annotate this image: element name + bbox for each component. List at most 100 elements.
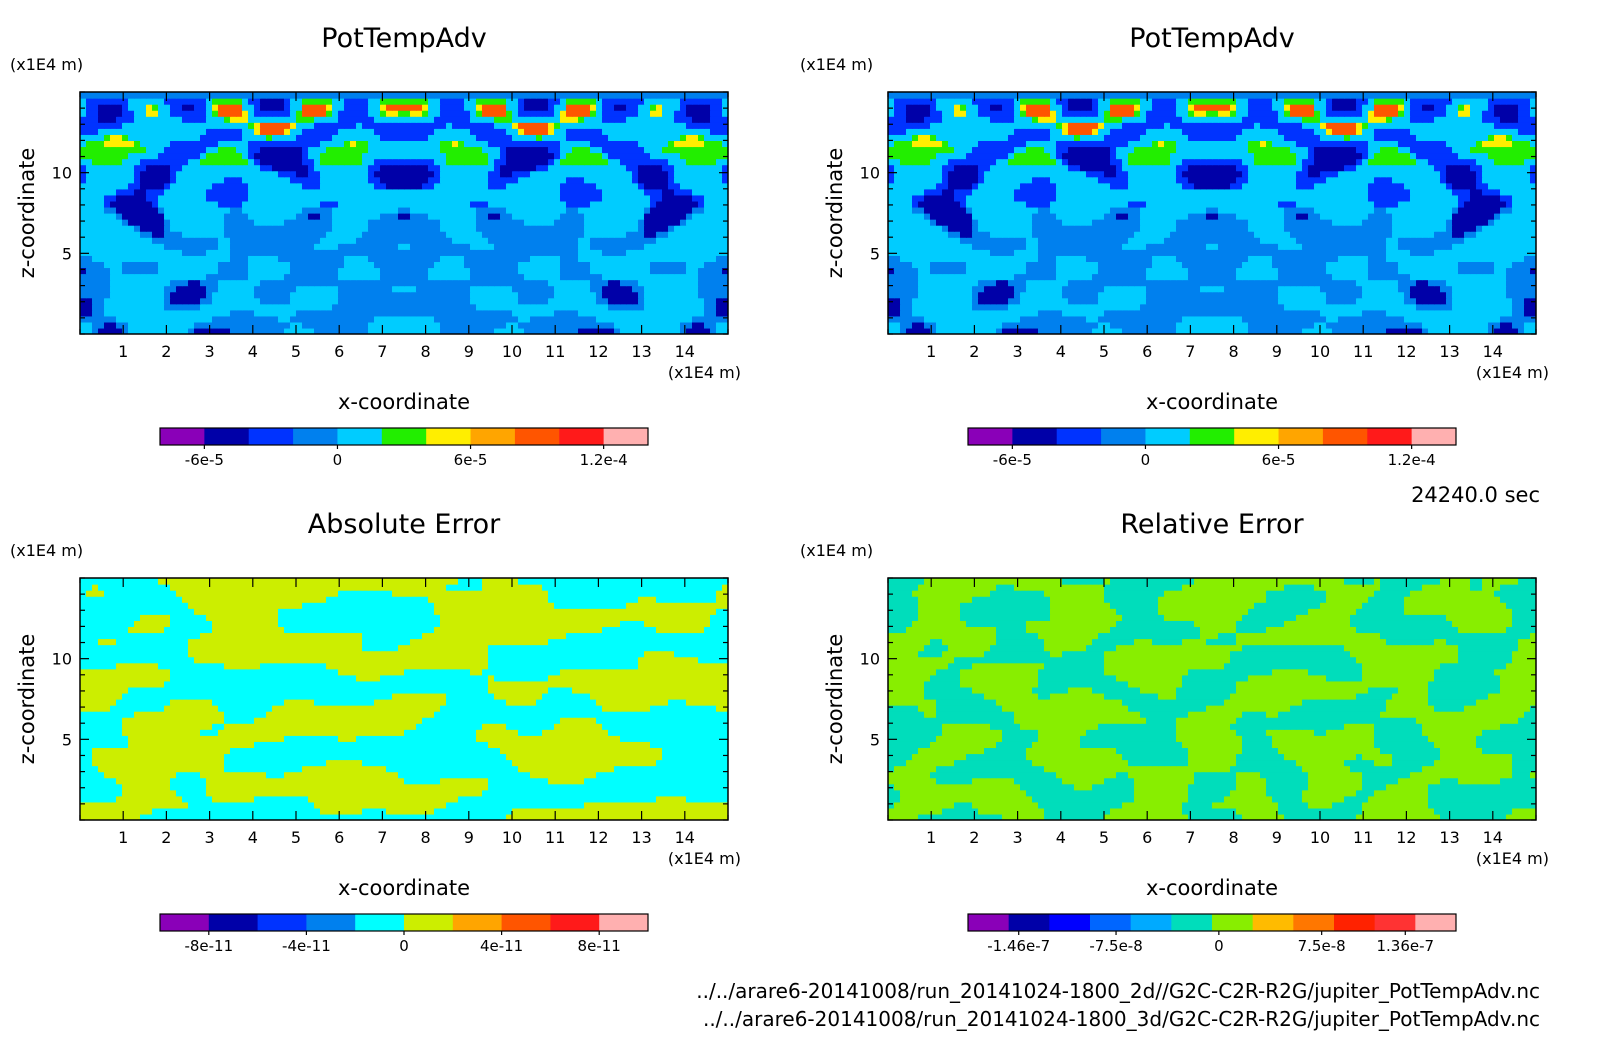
field-cell — [410, 315, 417, 323]
field-cell — [272, 291, 279, 299]
field-cell — [284, 321, 291, 329]
field-cell — [1212, 327, 1219, 334]
field-cell — [284, 158, 291, 166]
field-cell — [560, 122, 567, 129]
field-cell — [674, 182, 681, 190]
field-cell — [536, 327, 543, 334]
field-cell — [254, 267, 261, 275]
field-cell — [530, 176, 537, 184]
field-cell — [476, 303, 483, 311]
field-cell — [212, 255, 219, 262]
field-cell — [722, 291, 728, 299]
field-cell — [482, 146, 489, 154]
field-cell — [458, 243, 465, 250]
field-cell — [1146, 321, 1153, 329]
field-cell — [494, 267, 501, 275]
field-cell — [410, 164, 417, 172]
field-cell — [164, 176, 171, 184]
field-cell — [542, 116, 549, 123]
field-cell — [230, 303, 237, 311]
field-cell — [446, 134, 453, 141]
field-cell — [392, 261, 399, 269]
field-cell — [416, 285, 423, 293]
field-cell — [374, 219, 381, 226]
field-cell — [602, 200, 609, 208]
field-cell — [416, 176, 423, 184]
field-cell — [578, 158, 585, 166]
field-cell — [302, 309, 309, 317]
field-cell — [326, 303, 333, 311]
field-cell — [116, 243, 123, 250]
field-cell — [638, 303, 645, 311]
field-cell — [464, 285, 471, 293]
field-cell — [134, 158, 141, 166]
field-cell — [218, 273, 225, 281]
field-cell — [248, 267, 255, 275]
field-cell — [650, 152, 657, 160]
field-cell — [996, 315, 1003, 323]
field-cell — [1272, 327, 1279, 334]
field-cell — [194, 285, 201, 293]
field-cell — [494, 231, 501, 238]
field-cell — [200, 249, 207, 256]
field-cell — [590, 285, 597, 293]
field-cell — [170, 104, 177, 111]
field-cell — [332, 249, 339, 256]
field-cell — [1206, 321, 1213, 329]
field-cell — [596, 219, 603, 226]
field-cell — [614, 98, 621, 105]
field-cell — [212, 249, 219, 256]
field-cell — [98, 255, 105, 262]
field-cell — [894, 321, 901, 329]
field-cell — [152, 200, 159, 208]
field-cell — [422, 104, 429, 111]
field-cell — [278, 291, 285, 299]
field-cell — [1200, 327, 1207, 334]
field-cell — [434, 273, 441, 281]
field-cell — [440, 279, 447, 287]
field-cell — [644, 315, 651, 323]
field-cell — [326, 321, 333, 329]
field-cell — [188, 285, 195, 293]
field-cell — [260, 128, 267, 135]
field-cell — [692, 140, 699, 148]
field-cell — [524, 92, 531, 99]
field-cell — [260, 231, 267, 238]
field-cell — [110, 140, 117, 148]
field-cell — [716, 231, 723, 238]
field-cell — [716, 164, 723, 172]
field-cell — [608, 213, 615, 220]
field-cell — [206, 261, 213, 269]
field-cell — [626, 98, 633, 105]
field-cell — [482, 309, 489, 317]
field-cell — [326, 225, 333, 232]
field-cell — [152, 291, 159, 299]
field-cell — [644, 249, 651, 256]
field-cell — [698, 98, 705, 105]
field-cell — [260, 170, 267, 178]
field-cell — [170, 297, 177, 305]
field-cell — [386, 219, 393, 226]
field-cell — [242, 225, 249, 232]
field-cell — [524, 273, 531, 281]
field-cell — [194, 237, 201, 244]
field-cell — [254, 206, 261, 214]
field-cell — [200, 309, 207, 317]
field-cell — [362, 152, 369, 160]
field-cell — [332, 273, 339, 281]
field-cell — [960, 303, 967, 311]
field-cell — [1500, 309, 1507, 317]
field-cell — [344, 219, 351, 226]
field-cell — [650, 279, 657, 287]
field-cell — [206, 249, 213, 256]
field-cell — [1254, 309, 1261, 317]
field-cell — [128, 231, 135, 238]
field-cell — [170, 261, 177, 269]
field-cell — [104, 231, 111, 238]
field-cell — [350, 182, 357, 190]
field-cell — [356, 140, 363, 148]
field-cell — [350, 176, 357, 184]
field-cell — [578, 122, 585, 129]
field-cell — [632, 122, 639, 129]
field-cell — [134, 182, 141, 190]
